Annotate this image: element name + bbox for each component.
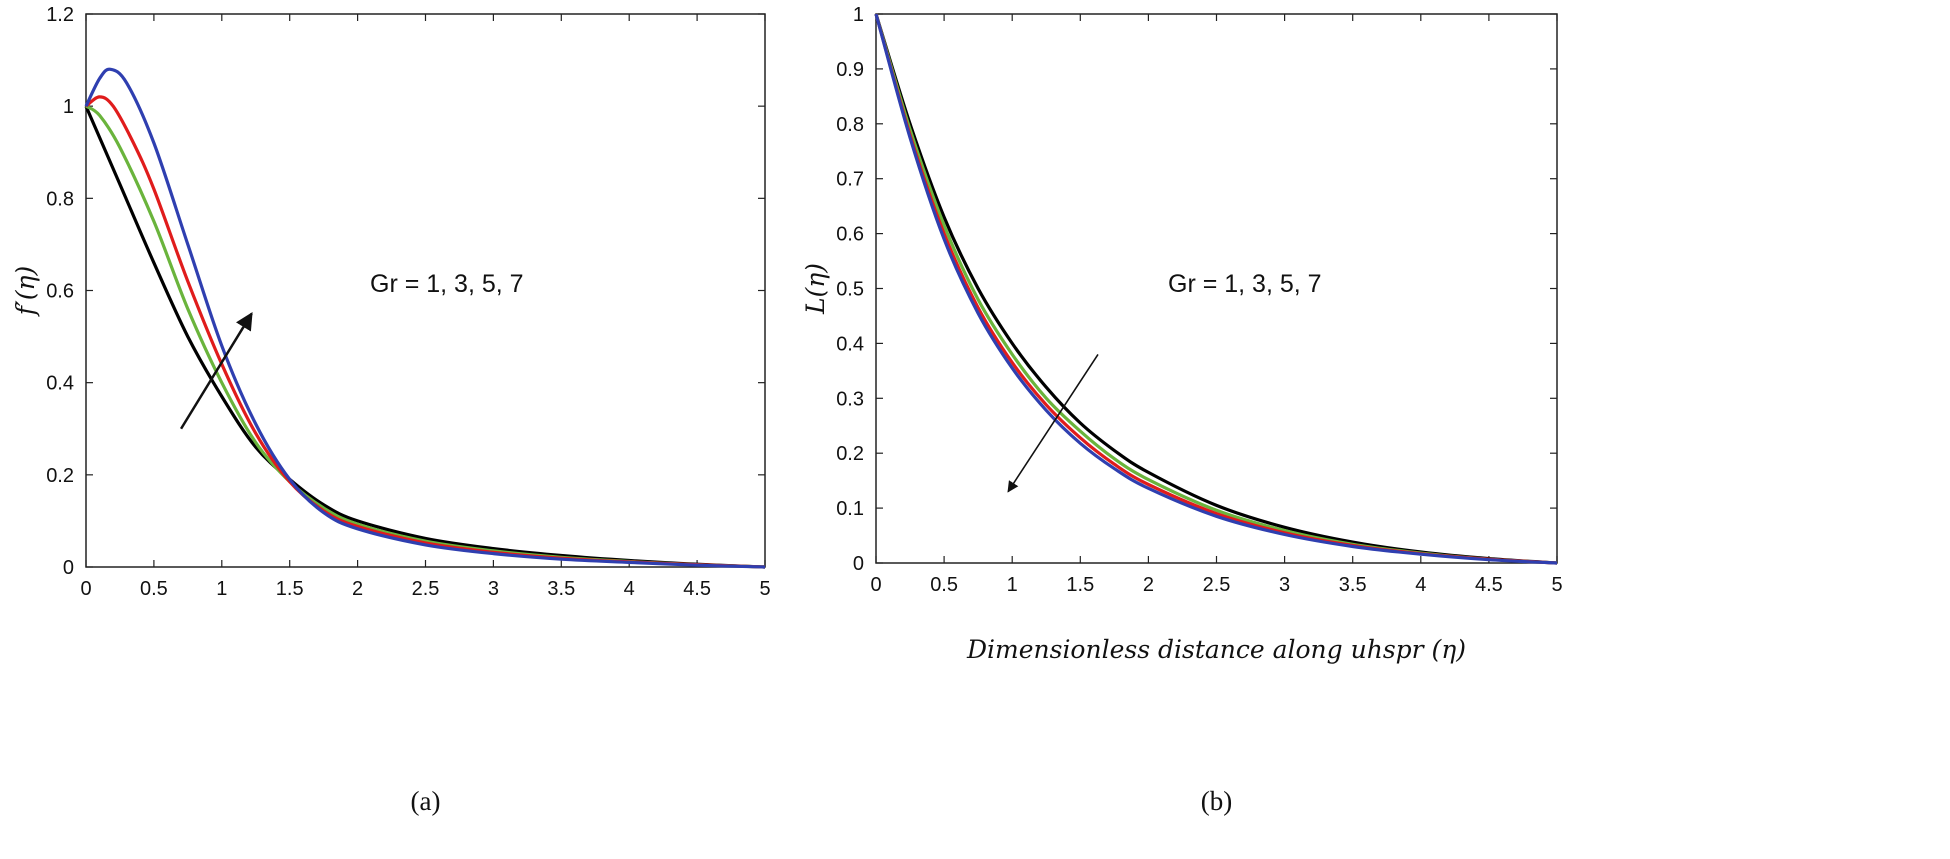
y-axis-label: L(η) bbox=[801, 263, 830, 315]
x-axis: 0 0.5 1 1.5 2 2.5 3 3.5 4 4.5 5 bbox=[80, 14, 771, 600]
x-tick-label: 2 bbox=[352, 578, 363, 600]
y-tick-label: 0.8 bbox=[836, 114, 864, 136]
y-tick-label: 0.3 bbox=[836, 388, 864, 410]
y-tick-label: 0.2 bbox=[46, 465, 74, 487]
y-tick-label: 0.6 bbox=[836, 224, 864, 246]
y-axis: 0 0.2 0.4 0.6 0.8 1 1.2 bbox=[46, 4, 765, 579]
x-tick-label: 3 bbox=[1279, 574, 1290, 596]
x-tick-label: 3 bbox=[488, 578, 499, 600]
x-tick-label: 4.5 bbox=[1475, 574, 1503, 596]
y-tick-label: 0 bbox=[853, 553, 864, 575]
y-axis: 0 0.1 0.2 0.3 0.4 0.5 0.6 0.7 0.8 0.9 1 bbox=[836, 4, 1557, 575]
trend-arrow bbox=[1007, 353, 1099, 493]
y-tick-label: 0.9 bbox=[836, 59, 864, 81]
x-tick-label: 1 bbox=[216, 578, 227, 600]
x-tick-label: 1.5 bbox=[276, 578, 304, 600]
x-tick-label: 4 bbox=[624, 578, 635, 600]
x-tick-label: 1.5 bbox=[1066, 574, 1094, 596]
y-axis-label: f′(η) bbox=[11, 266, 40, 317]
panel-b: 0 0.5 1 1.5 2 2.5 3 3.5 4 4.5 5 0 0.1 0.2 0.3 0.4 0.5 0.… bbox=[801, 4, 1563, 816]
y-tick-label: 1 bbox=[63, 96, 74, 118]
x-tick-label: 3.5 bbox=[1339, 574, 1367, 596]
x-tick-label: 0.5 bbox=[930, 574, 958, 596]
panel-caption: (b) bbox=[1201, 786, 1232, 816]
x-tick-label: 4.5 bbox=[683, 578, 711, 600]
x-tick-label: 0 bbox=[870, 574, 881, 596]
x-axis-label: Dimensionless distance along uhspr (η) bbox=[966, 635, 1466, 664]
x-tick-label: 0 bbox=[80, 578, 91, 600]
y-tick-label: 0.6 bbox=[46, 281, 74, 303]
x-tick-label: 2 bbox=[1143, 574, 1154, 596]
series-group bbox=[84, 67, 766, 569]
x-tick-label: 2.5 bbox=[1203, 574, 1231, 596]
y-tick-label: 0.7 bbox=[836, 169, 864, 191]
y-tick-label: 0.5 bbox=[836, 279, 864, 301]
series-group bbox=[874, 13, 1558, 565]
x-tick-label: 5 bbox=[759, 578, 770, 600]
y-tick-label: 1.2 bbox=[46, 4, 74, 26]
panel-a: 0 0.5 1 1.5 2 2.5 3 3.5 4 4.5 5 00.20.40.60.811.2 … bbox=[11, 4, 771, 816]
y-tick-label: 0 bbox=[63, 557, 74, 579]
y-tick-label: 0.2 bbox=[836, 443, 864, 465]
series-line-4 bbox=[874, 13, 1558, 565]
gr-annotation: Gr = 1, 3, 5, 7 bbox=[1168, 270, 1322, 298]
panel-caption: (a) bbox=[411, 786, 441, 816]
x-tick-label: 5 bbox=[1551, 574, 1562, 596]
x-axis: 0 0.5 1 1.5 2 2.5 3 3.5 4 4.5 5 bbox=[870, 14, 1563, 596]
y-tick-label: 1 bbox=[853, 4, 864, 26]
x-tick-label: 2.5 bbox=[412, 578, 440, 600]
x-tick-label: 4 bbox=[1415, 574, 1426, 596]
gr-annotation: Gr = 1, 3, 5, 7 bbox=[370, 270, 524, 298]
plot-frame bbox=[85, 13, 766, 568]
y-tick-label: 0.8 bbox=[46, 188, 74, 210]
trend-arrow bbox=[179, 312, 253, 430]
x-tick-label: 0.5 bbox=[140, 578, 168, 600]
y-tick-label: 0.1 bbox=[836, 498, 864, 520]
series-line-4 bbox=[84, 67, 766, 569]
x-tick-label: 3.5 bbox=[547, 578, 575, 600]
x-tick-label: 1 bbox=[1007, 574, 1018, 596]
y-tick-label: 0.4 bbox=[46, 373, 74, 395]
plot-frame bbox=[875, 13, 1558, 564]
y-tick-label: 0.4 bbox=[836, 333, 864, 355]
